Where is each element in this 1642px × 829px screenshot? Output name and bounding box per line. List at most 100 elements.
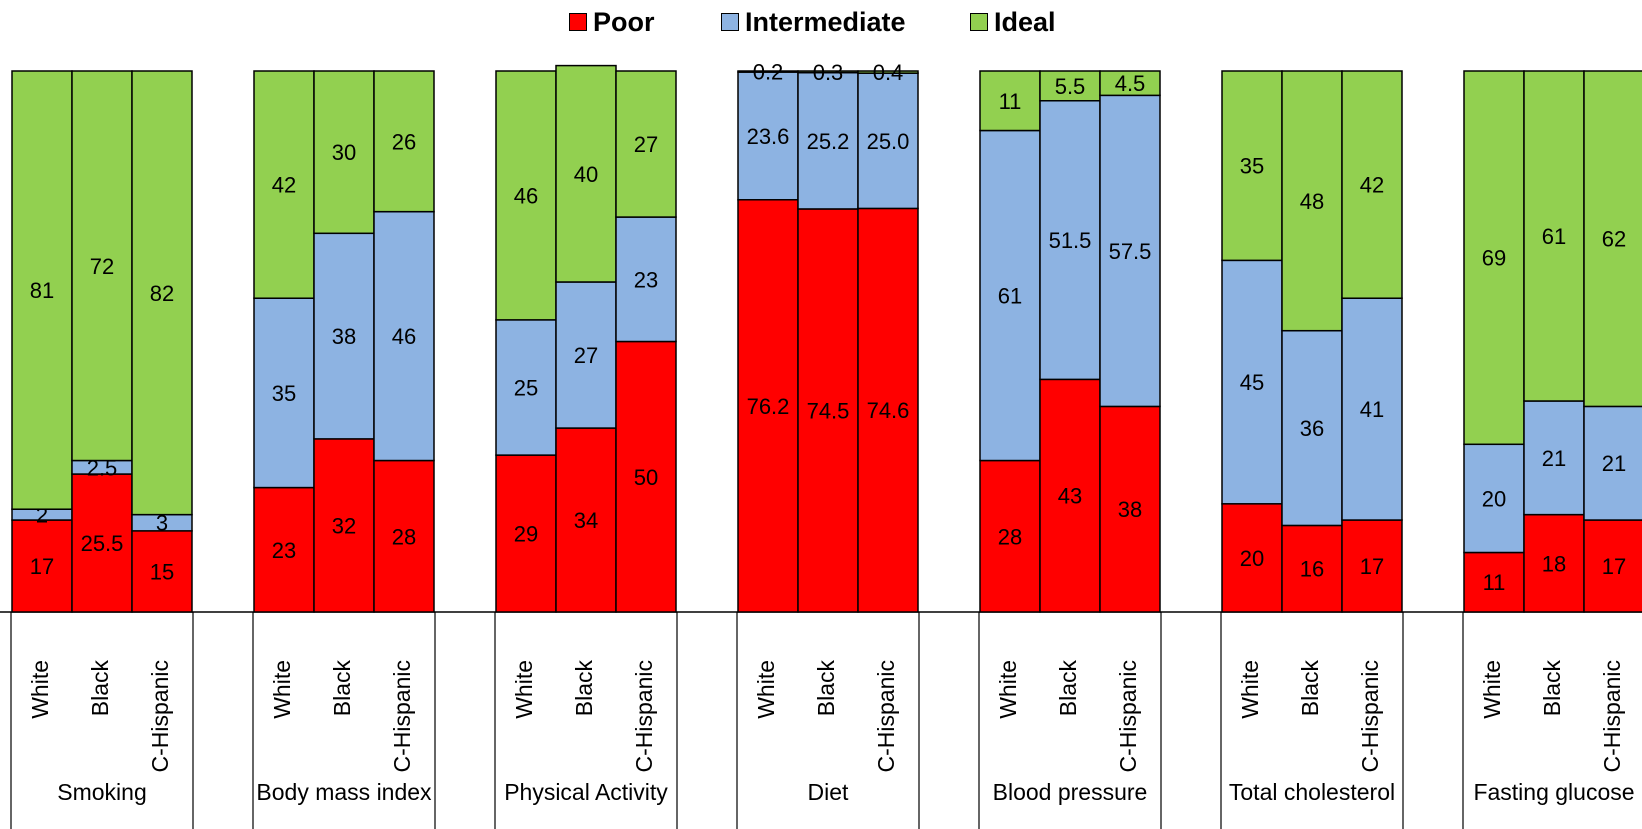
data-label-physical-activity-black-ideal: 40 (574, 162, 598, 187)
data-label-smoking-c-hispanic-ideal: 82 (150, 281, 174, 306)
category-label-blood-pressure-black: Black (1055, 660, 1081, 717)
bar-blood-pressure-c-hispanic-ideal (1099, 70, 1161, 97)
data-label-fasting-glucose-black-ideal: 61 (1542, 224, 1566, 249)
data-label-blood-pressure-black-intermediate: 51.5 (1049, 228, 1092, 253)
data-label-blood-pressure-white-intermediate: 61 (998, 284, 1022, 309)
data-label-total-cholesterol-c-hispanic-poor: 17 (1360, 554, 1384, 579)
data-label-blood-pressure-c-hispanic-poor: 38 (1118, 497, 1142, 522)
category-label-diet-white: White (753, 660, 779, 719)
bar-fasting-glucose-c-hispanic-ideal (1583, 70, 1642, 408)
data-label-fasting-glucose-black-intermediate: 21 (1542, 446, 1566, 471)
data-label-body-mass-index-white-intermediate: 35 (272, 381, 296, 406)
data-label-smoking-c-hispanic-poor: 15 (150, 559, 174, 584)
data-label-total-cholesterol-white-poor: 20 (1240, 546, 1264, 571)
bar-smoking-c-hispanic-ideal (131, 70, 193, 516)
legend-label-poor: Poor (593, 6, 655, 37)
legend-item-intermediate: Intermediate (721, 6, 906, 38)
data-label-total-cholesterol-black-poor: 16 (1300, 557, 1324, 582)
category-label-body-mass-index-black: Black (329, 660, 355, 717)
bar-fasting-glucose-white-poor (1463, 551, 1525, 613)
group-label-fasting-glucose: Fasting glucose (1473, 779, 1634, 805)
legend-label-ideal: Ideal (994, 6, 1056, 37)
data-label-body-mass-index-white-poor: 23 (272, 538, 296, 563)
group-label-total-cholesterol: Total cholesterol (1229, 779, 1395, 805)
data-label-body-mass-index-c-hispanic-poor: 28 (392, 524, 416, 549)
category-label-fasting-glucose-c-hispanic: C-Hispanic (1599, 660, 1625, 772)
bar-fasting-glucose-white-ideal (1463, 70, 1525, 446)
bar-body-mass-index-c-hispanic-poor (373, 459, 435, 613)
category-label-body-mass-index-white: White (269, 660, 295, 719)
data-label-diet-c-hispanic-intermediate: 25.0 (867, 129, 910, 154)
data-label-diet-black-intermediate: 25.2 (807, 129, 850, 154)
data-label-physical-activity-c-hispanic-ideal: 27 (634, 132, 658, 157)
bar-body-mass-index-black-intermediate (313, 232, 375, 440)
category-label-smoking-c-hispanic: C-Hispanic (147, 660, 173, 772)
legend-item-ideal: Ideal (970, 6, 1056, 38)
group-label-smoking: Smoking (57, 779, 146, 805)
data-label-blood-pressure-c-hispanic-intermediate: 57.5 (1109, 239, 1152, 264)
legend-swatch-ideal (970, 13, 988, 31)
legend-item-poor: Poor (569, 6, 655, 38)
group-label-physical-activity: Physical Activity (504, 779, 668, 805)
data-label-blood-pressure-white-poor: 28 (998, 524, 1022, 549)
data-label-total-cholesterol-c-hispanic-ideal: 42 (1360, 173, 1384, 198)
bar-blood-pressure-c-hispanic-poor (1099, 405, 1161, 613)
data-label-fasting-glucose-c-hispanic-poor: 17 (1602, 554, 1626, 579)
data-label-physical-activity-white-ideal: 46 (514, 183, 538, 208)
bar-smoking-white-ideal (11, 70, 73, 510)
bar-blood-pressure-white-intermediate (979, 129, 1041, 462)
data-label-total-cholesterol-black-ideal: 48 (1300, 189, 1324, 214)
bar-diet-black-poor (797, 208, 859, 613)
bar-total-cholesterol-white-ideal (1221, 70, 1283, 262)
bar-diet-c-hispanic-poor (857, 207, 919, 613)
category-label-total-cholesterol-black: Black (1297, 660, 1323, 717)
bar-body-mass-index-c-hispanic-intermediate (373, 210, 435, 462)
data-label-diet-white-poor: 76.2 (747, 394, 790, 419)
bar-physical-activity-c-hispanic-ideal (615, 70, 677, 218)
data-label-total-cholesterol-black-intermediate: 36 (1300, 416, 1324, 441)
bar-blood-pressure-c-hispanic-intermediate (1099, 94, 1161, 408)
bar-body-mass-index-black-ideal (313, 70, 375, 235)
bar-smoking-black-ideal (71, 70, 133, 462)
bar-body-mass-index-white-poor (253, 486, 315, 613)
data-label-body-mass-index-black-ideal: 30 (332, 140, 356, 165)
bar-total-cholesterol-black-intermediate (1281, 329, 1343, 527)
category-label-diet-c-hispanic: C-Hispanic (873, 660, 899, 772)
category-label-physical-activity-white: White (511, 660, 537, 719)
legend-swatch-intermediate (721, 13, 739, 31)
legend-label-intermediate: Intermediate (745, 6, 906, 37)
data-label-diet-c-hispanic-poor: 74.6 (867, 398, 910, 423)
data-label-physical-activity-c-hispanic-intermediate: 23 (634, 267, 658, 292)
bar-total-cholesterol-white-intermediate (1221, 259, 1283, 505)
data-label-fasting-glucose-c-hispanic-intermediate: 21 (1602, 451, 1626, 476)
category-label-blood-pressure-c-hispanic: C-Hispanic (1115, 660, 1141, 772)
bar-fasting-glucose-c-hispanic-poor (1583, 519, 1642, 613)
category-label-diet-black: Black (813, 660, 839, 717)
data-label-body-mass-index-black-intermediate: 38 (332, 324, 356, 349)
category-label-smoking-white: White (27, 660, 53, 719)
group-label-diet: Diet (808, 779, 850, 805)
bar-fasting-glucose-c-hispanic-intermediate (1583, 405, 1642, 521)
data-label-smoking-white-ideal: 81 (30, 278, 54, 303)
data-label-blood-pressure-black-ideal: 5.5 (1055, 74, 1086, 99)
bar-physical-activity-black-intermediate (555, 281, 617, 429)
data-label-total-cholesterol-white-ideal: 35 (1240, 154, 1264, 179)
bar-body-mass-index-white-intermediate (253, 297, 315, 489)
bar-fasting-glucose-black-poor (1523, 513, 1585, 613)
data-label-diet-white-ideal: 0.2 (753, 60, 784, 85)
data-label-body-mass-index-white-ideal: 42 (272, 173, 296, 198)
bar-total-cholesterol-c-hispanic-intermediate (1341, 297, 1403, 521)
data-label-body-mass-index-c-hispanic-intermediate: 46 (392, 324, 416, 349)
legend-swatch-poor (569, 13, 587, 31)
data-label-physical-activity-white-intermediate: 25 (514, 375, 538, 400)
data-label-physical-activity-black-poor: 34 (574, 508, 598, 533)
data-label-physical-activity-black-intermediate: 27 (574, 343, 598, 368)
data-label-smoking-white-poor: 17 (30, 554, 54, 579)
data-label-diet-c-hispanic-ideal: 0.4 (873, 60, 904, 85)
data-label-diet-white-intermediate: 23.6 (747, 124, 790, 149)
category-label-fasting-glucose-black: Black (1539, 660, 1565, 717)
category-label-smoking-black: Black (87, 660, 113, 717)
group-label-blood-pressure: Blood pressure (993, 779, 1148, 805)
category-label-physical-activity-c-hispanic: C-Hispanic (631, 660, 657, 772)
